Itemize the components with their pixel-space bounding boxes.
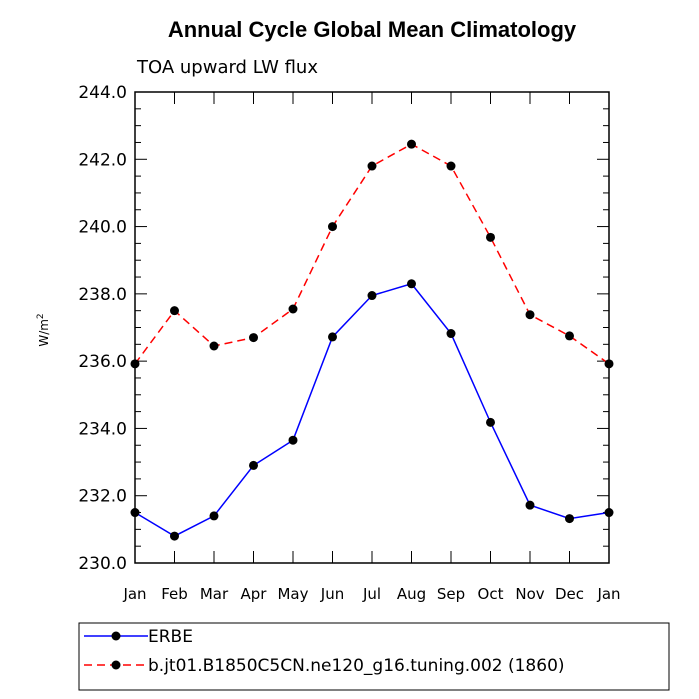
x-tick-label: Apr xyxy=(241,585,268,603)
x-tick-label: Jan xyxy=(596,585,620,603)
y-tick-label: 234.0 xyxy=(78,419,127,439)
series-point xyxy=(288,304,298,314)
chart-title: Annual Cycle Global Mean Climatology xyxy=(168,17,577,42)
y-axis-label: W/m2 xyxy=(36,313,51,346)
x-tick-labels: Jan Feb Mar Apr May Jun Jul Aug Sep Oct Nov Dec Jan xyxy=(122,585,620,603)
series-2 xyxy=(130,139,614,369)
legend-entry: ERBE xyxy=(84,627,193,647)
series-point xyxy=(565,514,574,524)
series-point xyxy=(407,139,416,149)
y-tick-label: 242.0 xyxy=(78,150,127,170)
series-point xyxy=(130,359,140,369)
series-point xyxy=(209,511,219,521)
series-point xyxy=(249,333,258,343)
series-point xyxy=(565,331,574,341)
series-layer xyxy=(130,139,614,541)
y-tick-label: 236.0 xyxy=(78,352,127,372)
series-point xyxy=(170,531,179,541)
y-tick-label: 230.0 xyxy=(78,554,127,574)
series-point xyxy=(407,279,416,289)
series-point xyxy=(249,460,258,470)
series-point xyxy=(170,306,179,316)
y-tick-label: 240.0 xyxy=(78,218,127,238)
svg-text:W/m2: W/m2 xyxy=(36,313,51,346)
series-point xyxy=(367,291,377,301)
series-point xyxy=(328,222,337,232)
x-tick-label: Feb xyxy=(161,585,188,603)
series-line xyxy=(134,282,610,537)
series-point xyxy=(486,232,495,242)
x-tick-label: Mar xyxy=(200,585,229,603)
y-axis-label-superscript: 2 xyxy=(36,313,46,319)
y-tick-label: 238.0 xyxy=(78,285,127,305)
x-tick-label: May xyxy=(277,585,308,603)
x-tick-label: Oct xyxy=(478,585,504,603)
legend-marker xyxy=(111,660,121,670)
series-point xyxy=(130,508,140,518)
x-tick-label: Sep xyxy=(437,585,465,603)
series-line xyxy=(134,143,610,365)
series-point xyxy=(288,435,298,445)
axis-ticks xyxy=(134,91,610,564)
series-point xyxy=(328,332,337,342)
legend-box xyxy=(78,622,670,691)
y-axis-label-text: W/m xyxy=(37,319,51,347)
legend: ERBE b.jt01.B1850C5CN.ne120_g16.tuning.00… xyxy=(84,627,565,676)
y-tick-label: 232.0 xyxy=(78,487,127,507)
series-point xyxy=(367,161,377,171)
series-point xyxy=(525,310,535,320)
x-tick-label: Jul xyxy=(362,585,381,603)
legend-label: b.jt01.B1850C5CN.ne120_g16.tuning.002 (1… xyxy=(148,656,565,676)
series-point xyxy=(604,359,614,369)
legend-label: ERBE xyxy=(148,627,193,647)
series-1 xyxy=(130,279,614,541)
legend-entry: b.jt01.B1850C5CN.ne120_g16.tuning.002 (1… xyxy=(84,656,565,676)
x-tick-label: Jun xyxy=(320,585,344,603)
chart-subtitle: TOA upward LW flux xyxy=(136,57,318,78)
series-point xyxy=(604,508,614,518)
y-tick-label: 244.0 xyxy=(78,83,127,103)
series-point xyxy=(525,500,535,510)
x-tick-label: Nov xyxy=(515,585,544,603)
x-tick-label: Dec xyxy=(555,585,584,603)
series-point xyxy=(486,417,495,427)
series-point xyxy=(209,341,219,351)
y-tick-labels: 230.0 232.0 234.0 236.0 238.0 240.0 242.0 244.0 xyxy=(78,83,127,574)
x-tick-label: Jan xyxy=(122,585,146,603)
x-tick-label: Aug xyxy=(397,585,426,603)
legend-marker xyxy=(111,631,121,641)
series-point xyxy=(446,161,456,171)
series-point xyxy=(446,329,456,339)
